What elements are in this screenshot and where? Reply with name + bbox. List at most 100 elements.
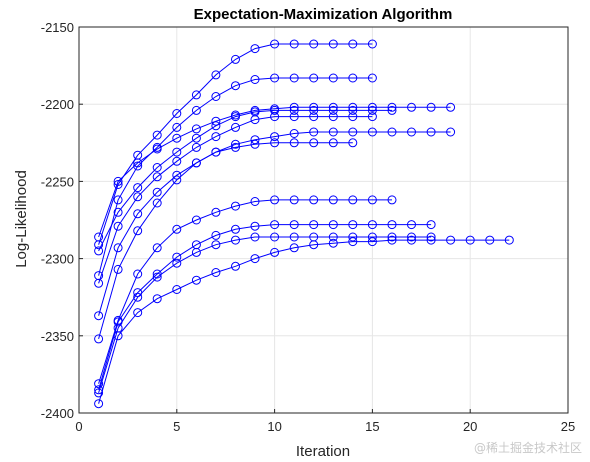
data-point bbox=[407, 232, 416, 242]
x-tick-label: 5 bbox=[173, 419, 180, 434]
data-point bbox=[309, 195, 319, 205]
data-point bbox=[367, 39, 377, 49]
data-point bbox=[426, 235, 436, 245]
chart-title: Expectation-Maximization Algorithm bbox=[194, 6, 453, 23]
data-point bbox=[191, 247, 201, 257]
data-point bbox=[94, 388, 104, 398]
data-point bbox=[289, 129, 299, 138]
y-tick-label: -2150 bbox=[41, 20, 74, 35]
series-7 bbox=[94, 138, 358, 344]
data-point bbox=[211, 207, 221, 217]
data-point bbox=[152, 294, 162, 304]
data-point bbox=[133, 183, 143, 193]
series-2 bbox=[94, 73, 377, 281]
data-point bbox=[94, 278, 104, 288]
data-point bbox=[407, 235, 416, 245]
data-point bbox=[270, 220, 280, 230]
data-point bbox=[289, 220, 299, 230]
data-point bbox=[348, 237, 358, 247]
data-point bbox=[348, 232, 358, 242]
series-line bbox=[98, 236, 432, 394]
data-point bbox=[113, 207, 123, 217]
data-point bbox=[152, 163, 162, 172]
data-point bbox=[211, 121, 221, 131]
data-point bbox=[191, 90, 201, 100]
data-point bbox=[211, 147, 221, 157]
data-point bbox=[113, 180, 123, 189]
y-axis-label: Log-Likelihood bbox=[13, 170, 30, 268]
data-point bbox=[289, 105, 299, 115]
series-line bbox=[98, 109, 392, 252]
data-point bbox=[172, 285, 182, 294]
data-point bbox=[270, 195, 280, 205]
data-point bbox=[289, 195, 299, 205]
data-point bbox=[485, 235, 495, 245]
data-point bbox=[250, 197, 260, 206]
data-point bbox=[133, 269, 143, 279]
data-point bbox=[270, 232, 280, 242]
data-point bbox=[231, 235, 240, 245]
data-point bbox=[231, 142, 240, 152]
x-tick-label: 20 bbox=[463, 419, 477, 434]
data-point bbox=[191, 275, 201, 285]
data-point bbox=[289, 112, 299, 122]
series-11 bbox=[94, 235, 514, 409]
data-point bbox=[172, 175, 182, 185]
data-point bbox=[407, 102, 416, 112]
data-point bbox=[309, 39, 319, 49]
data-point bbox=[191, 215, 201, 225]
data-point bbox=[367, 195, 377, 205]
data-point bbox=[309, 220, 319, 230]
watermark: @稀土掘金技术社区 bbox=[473, 441, 582, 455]
data-point bbox=[211, 132, 221, 142]
series-line bbox=[98, 106, 451, 238]
data-point bbox=[231, 81, 240, 91]
series-line bbox=[98, 116, 373, 284]
data-point bbox=[172, 258, 182, 268]
x-tick-label: 0 bbox=[75, 419, 82, 434]
data-point bbox=[270, 73, 280, 83]
data-point bbox=[133, 209, 143, 219]
data-point bbox=[211, 116, 221, 126]
y-tick-label: -2350 bbox=[41, 329, 74, 344]
data-point bbox=[231, 261, 240, 271]
data-point bbox=[211, 240, 221, 250]
data-point bbox=[367, 112, 377, 122]
data-point bbox=[328, 127, 338, 137]
data-point bbox=[348, 105, 358, 115]
data-point bbox=[367, 102, 377, 112]
series-line bbox=[98, 77, 373, 276]
data-point bbox=[191, 124, 201, 134]
data-point bbox=[309, 240, 319, 250]
data-point bbox=[348, 102, 358, 112]
data-point bbox=[309, 102, 319, 112]
data-point bbox=[289, 138, 299, 148]
data-point bbox=[328, 232, 338, 242]
data-point bbox=[328, 220, 338, 230]
data-point bbox=[152, 272, 162, 282]
data-point bbox=[270, 112, 280, 122]
data-point bbox=[191, 105, 201, 115]
data-point bbox=[348, 195, 358, 205]
data-point bbox=[172, 133, 182, 143]
data-point bbox=[367, 237, 377, 247]
data-point bbox=[504, 235, 514, 245]
data-point bbox=[407, 127, 416, 137]
data-point bbox=[211, 70, 221, 80]
data-point bbox=[426, 102, 436, 112]
plot-frame bbox=[78, 26, 569, 414]
data-point bbox=[348, 73, 358, 83]
data-point bbox=[407, 220, 416, 230]
data-point bbox=[270, 105, 280, 115]
data-point bbox=[211, 268, 221, 277]
x-tick-label: 10 bbox=[267, 419, 281, 434]
y-tick-label: -2200 bbox=[41, 97, 74, 112]
data-point bbox=[231, 112, 240, 122]
data-point bbox=[289, 39, 299, 49]
data-point bbox=[94, 246, 104, 256]
data-point bbox=[172, 170, 182, 180]
data-point bbox=[113, 176, 123, 186]
data-point bbox=[211, 92, 221, 101]
data-point bbox=[94, 334, 104, 344]
data-point bbox=[250, 75, 260, 84]
